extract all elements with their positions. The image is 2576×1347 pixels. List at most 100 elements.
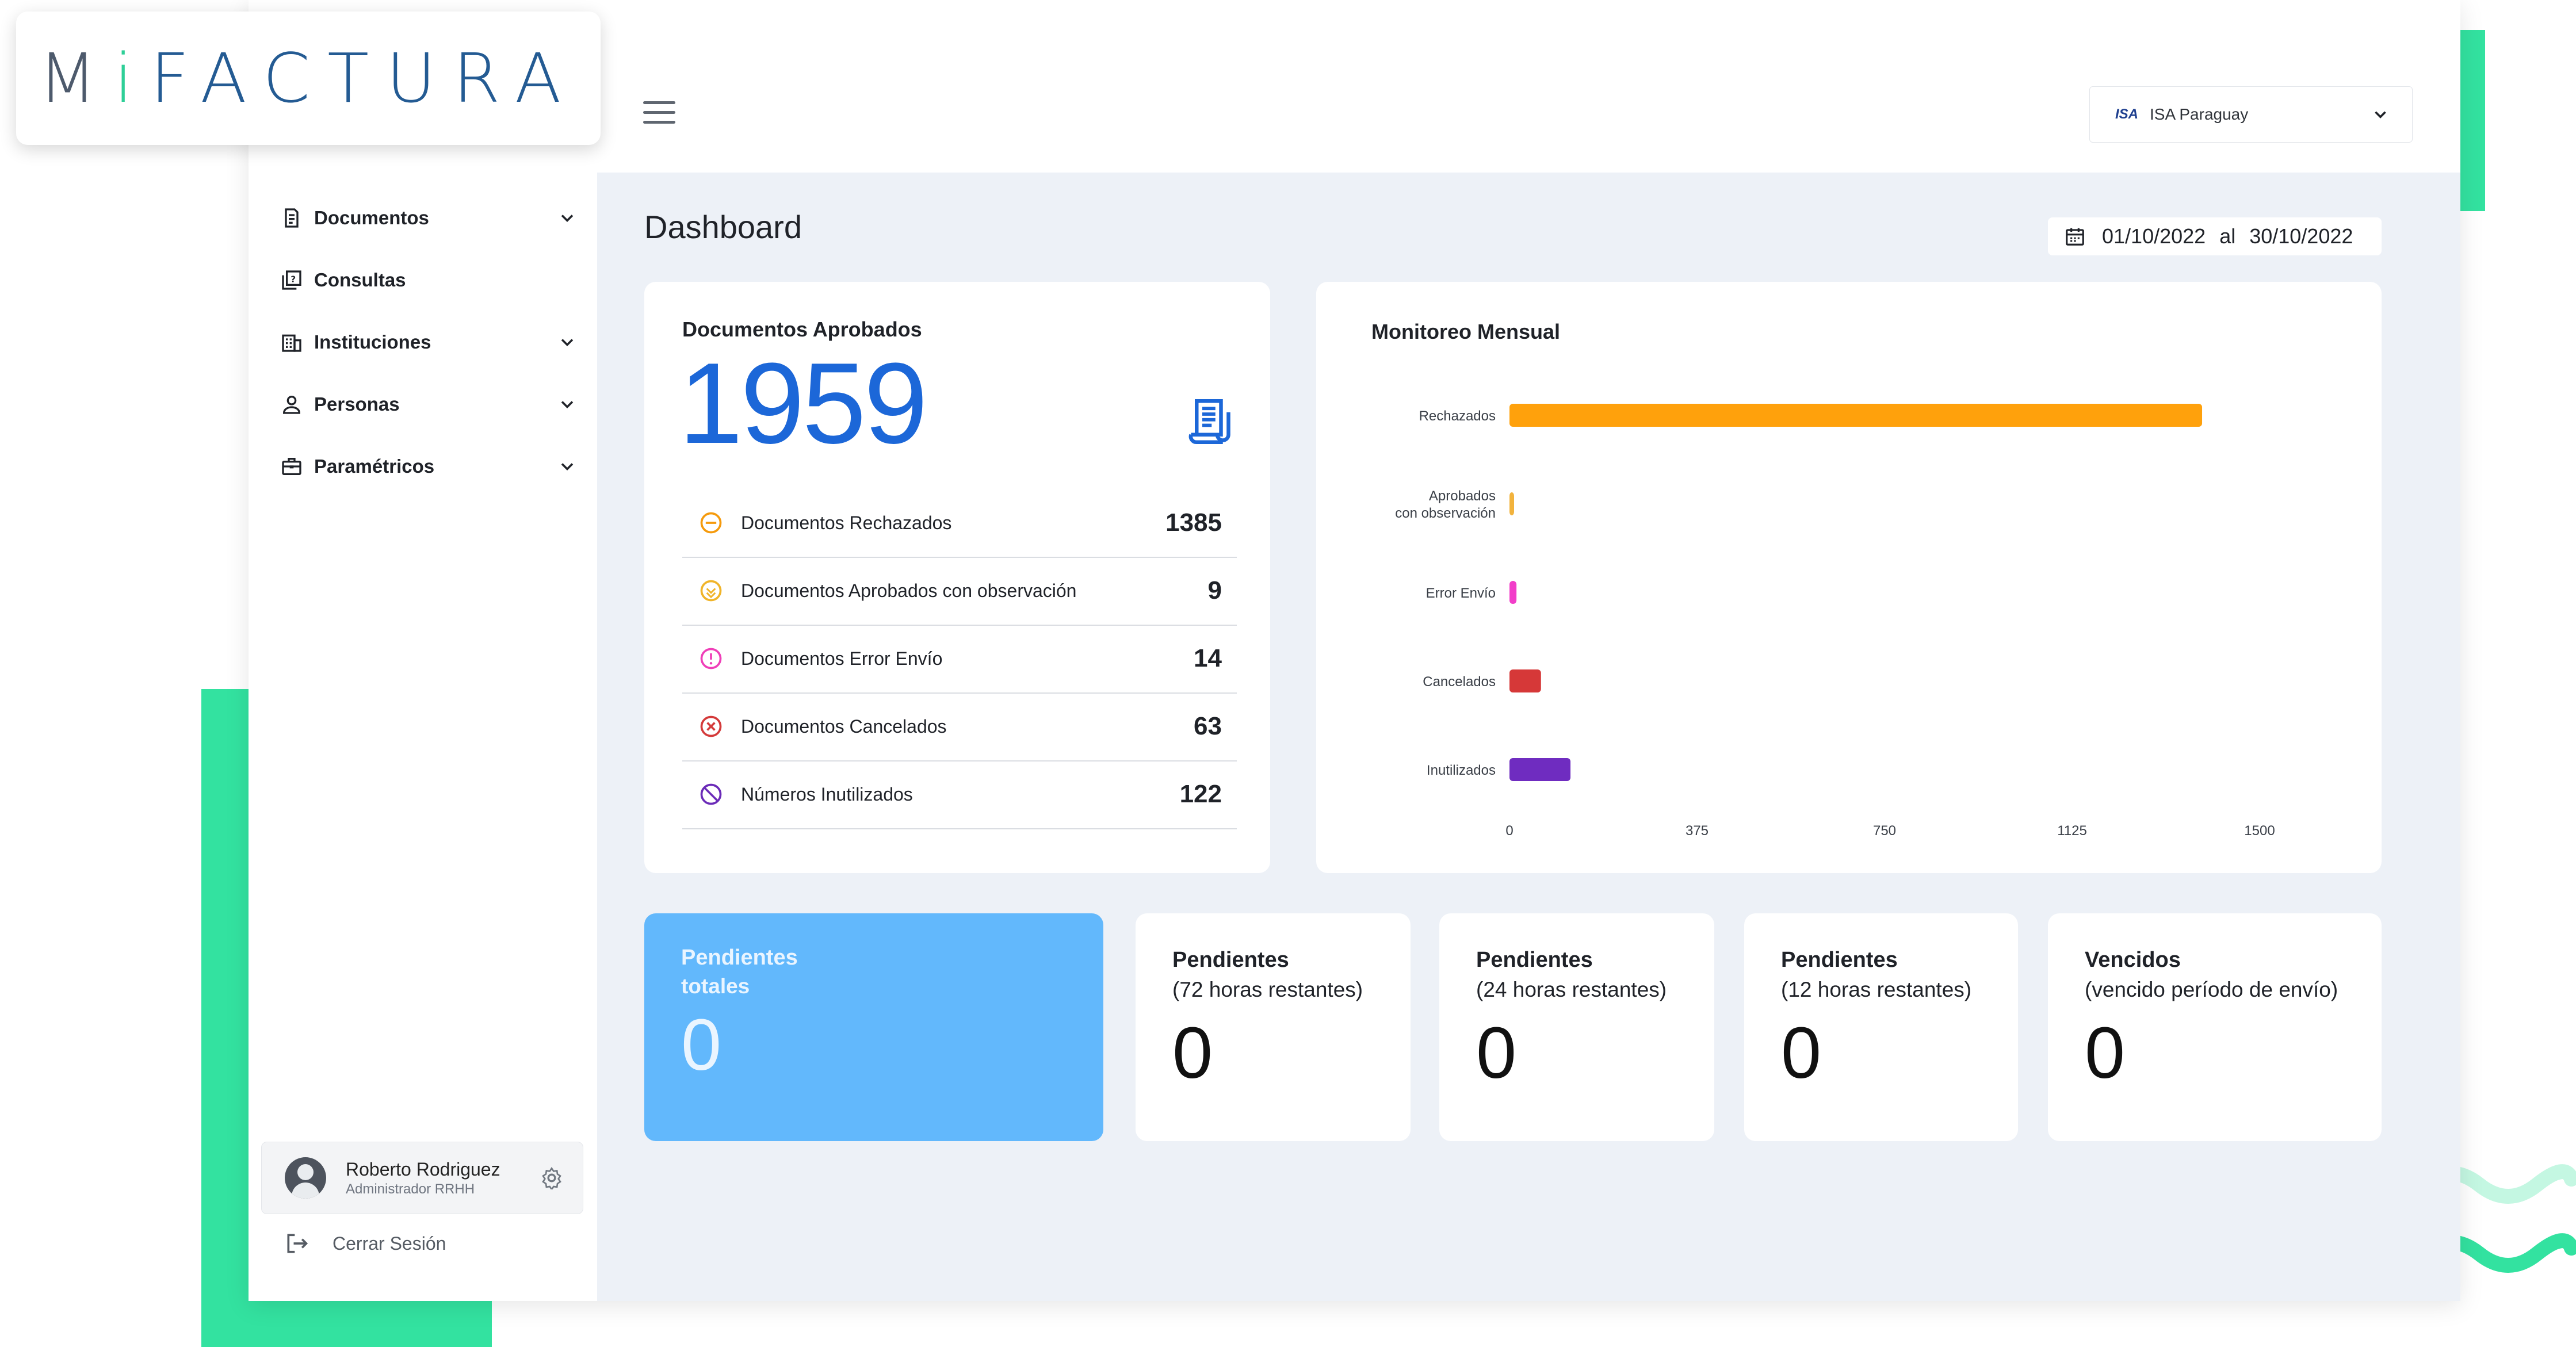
receipt-icon [1188, 399, 1230, 444]
pending-value: 0 [2085, 1012, 2126, 1093]
pending-value: 0 [1476, 1012, 1517, 1093]
bar-inutilizados[interactable] [1509, 758, 1571, 781]
chevron-down-icon [561, 401, 574, 409]
logo-suffix: FACTURA [150, 39, 579, 118]
stat-label: Documentos Cancelados [741, 715, 947, 737]
sidebar-item-label: Instituciones [314, 331, 431, 353]
pending-line2: (vencido período de envío) [2085, 978, 2338, 1001]
chevron-down-icon [561, 215, 574, 223]
bar-label: Aprobados [1429, 488, 1496, 504]
person-icon [278, 391, 305, 418]
sidebar-item-label: Documentos [314, 207, 429, 228]
bar-rechazados[interactable] [1509, 404, 2203, 427]
pending-line2: totales [681, 974, 750, 998]
stat-row-rechazados: Documentos Rechazados 1385 [682, 489, 1237, 558]
x-circle-icon [700, 715, 722, 737]
page-title: Dashboard [644, 209, 802, 245]
sidebar-item-documentos[interactable]: Documentos [278, 195, 578, 241]
calendar-icon [2066, 228, 2084, 246]
bar-label: Cancelados [1423, 674, 1496, 690]
bar-cancelados[interactable] [1509, 669, 1541, 692]
x-tick-label: 0 [1505, 823, 1513, 839]
pending-line1: Pendientes [681, 946, 798, 970]
company-selector[interactable]: ISA ISA Paraguay [2089, 86, 2413, 143]
document-icon [278, 205, 305, 231]
chevron-down-icon [561, 339, 574, 347]
expired-card[interactable]: Vencidos (vencido período de envío) 0 [2048, 913, 2382, 1141]
stat-row-observacion: Documentos Aprobados con observación 9 [682, 557, 1237, 626]
bar-label: Error Envío [1426, 586, 1496, 601]
pending-line1: Pendientes [1172, 948, 1289, 972]
bar-aprobados-con-observaci-n[interactable] [1509, 492, 1514, 515]
stat-label: Documentos Aprobados con observación [741, 580, 1077, 601]
company-name: ISA Paraguay [2150, 105, 2249, 123]
x-tick-label: 750 [1873, 823, 1896, 839]
avatar [285, 1157, 326, 1199]
pending-line1: Pendientes [1781, 948, 1898, 972]
alert-circle-icon [700, 648, 722, 669]
ban-circle-icon [700, 783, 722, 805]
query-icon: ? [278, 267, 305, 293]
building-icon [278, 329, 305, 355]
bar-error-env-o[interactable] [1509, 581, 1517, 604]
main-content: Dashboard 01/10/2022 al 30/10/2022 Docum… [597, 173, 2460, 1301]
stat-value: 122 [1179, 780, 1222, 808]
menu-toggle-button[interactable] [643, 101, 675, 127]
check-circle-icon [700, 580, 722, 602]
pending-24h-card[interactable]: Pendientes (24 horas restantes) 0 [1439, 913, 1714, 1141]
company-logo: ISA [2115, 106, 2139, 122]
stat-row-error-envio: Documentos Error Envío 14 [682, 625, 1237, 694]
x-tick-label: 375 [1686, 823, 1709, 839]
logo-prefix: M [38, 39, 114, 118]
stat-value: 63 [1194, 712, 1222, 740]
date-to: 30/10/2022 [2249, 224, 2353, 248]
stat-label: Números Inutilizados [741, 783, 913, 805]
brand-logo: MiFACTURA [16, 12, 601, 145]
bar-label: Rechazados [1419, 408, 1496, 424]
pending-line1: Vencidos [2085, 948, 2181, 972]
pending-line1: Pendientes [1476, 948, 1593, 972]
stat-label: Documentos Rechazados [741, 512, 952, 533]
briefcase-icon [278, 453, 305, 480]
sidebar: Documentos ? Consultas Instituciones Per… [249, 173, 598, 1301]
sidebar-item-label: Personas [314, 393, 400, 415]
user-role: Administrador RRHH [346, 1181, 475, 1197]
gear-icon[interactable] [540, 1166, 563, 1189]
stat-value: 14 [1194, 644, 1222, 672]
stat-row-inutilizados: Números Inutilizados 122 [682, 760, 1237, 829]
pending-total-card[interactable]: Pendientes totales 0 [644, 913, 1103, 1141]
sidebar-item-label: Paramétricos [314, 456, 435, 477]
user-name: Roberto Rodriguez [346, 1158, 500, 1180]
stat-label: Documentos Error Envío [741, 648, 943, 669]
bar-label: Inutilizados [1427, 763, 1496, 778]
x-tick-label: 1500 [2244, 823, 2275, 839]
sidebar-item-instituciones[interactable]: Instituciones [278, 319, 578, 365]
pending-line2: (72 horas restantes) [1172, 978, 1363, 1001]
date-range-picker[interactable]: 01/10/2022 al 30/10/2022 [2048, 217, 2382, 255]
pending-line2: (12 horas restantes) [1781, 978, 1972, 1001]
sidebar-item-consultas[interactable]: ? Consultas [278, 257, 578, 303]
chart-title: Monitoreo Mensual [1371, 320, 1561, 343]
pending-value: 0 [1781, 1012, 1822, 1093]
pending-value: 0 [681, 1004, 722, 1085]
pending-72h-card[interactable]: Pendientes (72 horas restantes) 0 [1136, 913, 1411, 1141]
bar-label: con observación [1395, 506, 1496, 521]
logo-i: i [114, 39, 151, 118]
pending-line2: (24 horas restantes) [1476, 978, 1667, 1001]
date-separator: al [2219, 224, 2236, 248]
user-profile-card[interactable]: Roberto Rodriguez Administrador RRHH [261, 1142, 583, 1214]
logout-icon [287, 1234, 308, 1253]
pending-12h-card[interactable]: Pendientes (12 horas restantes) 0 [1744, 913, 2018, 1141]
approved-count: 1959 [679, 339, 928, 468]
sidebar-item-parametricos[interactable]: Paramétricos [278, 443, 578, 489]
logout-button[interactable]: Cerrar Sesión [284, 1231, 446, 1256]
app-window: Documentos ? Consultas Instituciones Per… [249, 0, 2460, 1301]
date-from: 01/10/2022 [2102, 224, 2206, 248]
pending-value: 0 [1172, 1012, 1213, 1093]
stat-row-cancelados: Documentos Cancelados 63 [682, 692, 1237, 761]
sidebar-item-personas[interactable]: Personas [278, 381, 578, 427]
x-tick-label: 1125 [2057, 823, 2087, 839]
chevron-down-icon [2375, 111, 2386, 118]
stat-value: 9 [1207, 576, 1222, 604]
logout-label: Cerrar Sesión [332, 1233, 446, 1254]
